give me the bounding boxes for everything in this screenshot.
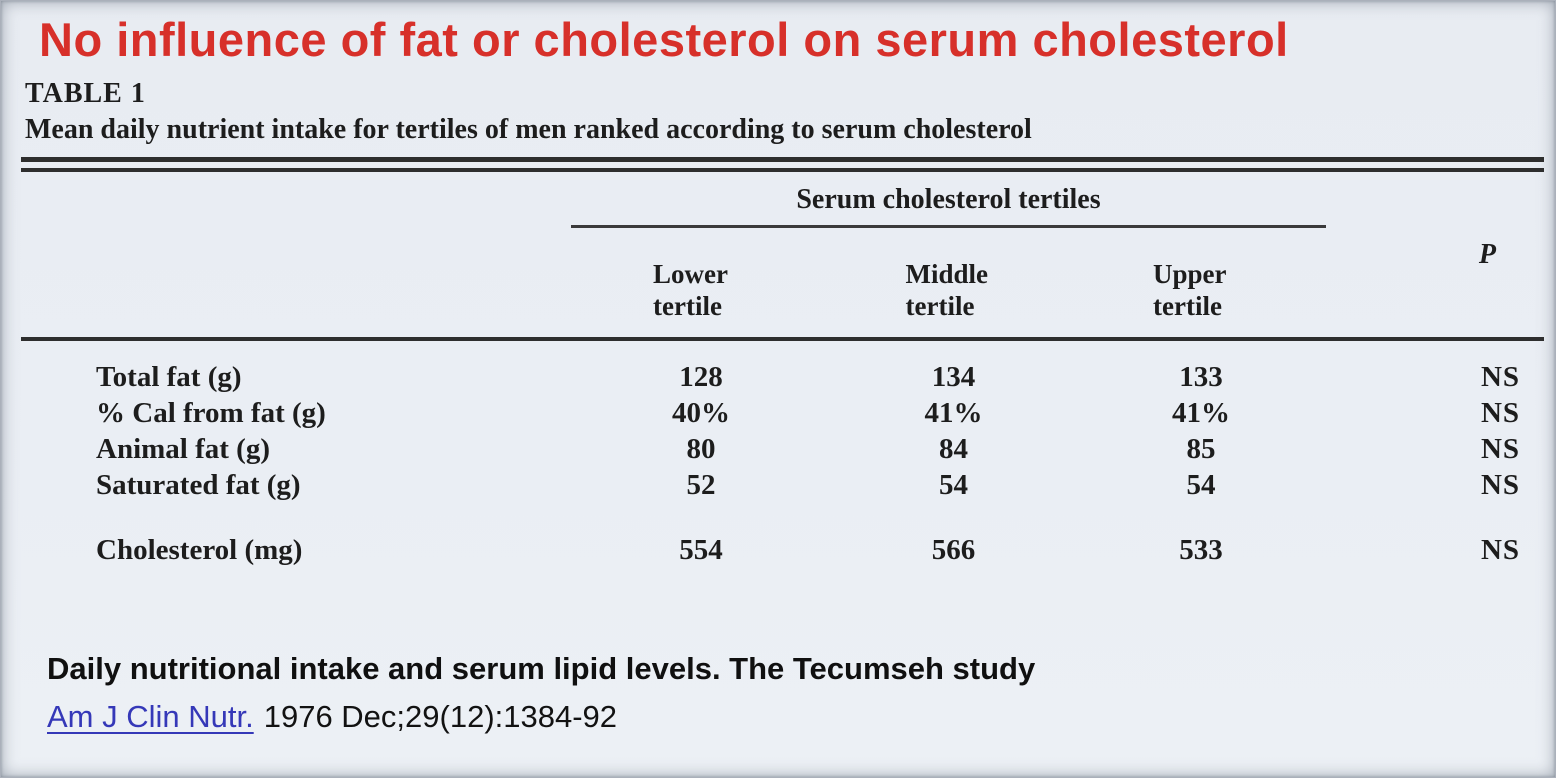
- cell-p: NS: [1480, 397, 1521, 430]
- table-caption: Mean daily nutrient intake for tertiles …: [25, 114, 1032, 146]
- study-title: Daily nutritional intake and serum lipid…: [47, 651, 1036, 687]
- cell-p: NS: [1480, 433, 1521, 466]
- column-header-upper: Upper tertile: [1076, 226, 1327, 342]
- column-header-middle: Middle tertile: [831, 226, 1076, 342]
- cell-upper: 133: [1179, 361, 1223, 394]
- cell-lower: 40%: [672, 397, 730, 430]
- row-label: Saturated fat (g): [96, 469, 301, 502]
- table-row: Saturated fat (g) 52 54 54 NS: [21, 467, 1544, 503]
- cell-middle: 54: [939, 469, 968, 502]
- cell-p: NS: [1480, 361, 1521, 394]
- row-label: % Cal from fat (g): [96, 397, 326, 430]
- table-row: Total fat (g) 128 134 133 NS: [21, 339, 1544, 395]
- table-top-double-rule: [21, 157, 1544, 173]
- citation-reference: Am J Clin Nutr. 1976 Dec;29(12):1384-92: [47, 700, 1555, 734]
- cell-p: NS: [1480, 534, 1521, 567]
- column-header-upper-label: Upper tertile: [1153, 259, 1227, 322]
- row-label: Cholesterol (mg): [96, 534, 303, 567]
- group-header-row: Serum cholesterol tertiles P: [21, 172, 1545, 342]
- cell-p: NS: [1480, 469, 1521, 502]
- cell-middle: 41%: [924, 397, 983, 430]
- column-header-lower: Lower tertile: [571, 226, 831, 342]
- column-header-middle-label: Middle tertile: [905, 259, 989, 322]
- page-title: No influence of fat or cholesterol on se…: [39, 13, 1289, 66]
- cell-upper: 54: [1186, 469, 1216, 502]
- cell-middle: 566: [931, 534, 976, 567]
- cell-upper: 533: [1179, 534, 1223, 567]
- cell-middle: 84: [939, 433, 968, 466]
- column-header-lower-label: Lower tertile: [653, 259, 728, 322]
- table-label: TABLE 1: [25, 78, 146, 110]
- cell-middle: 134: [931, 361, 976, 394]
- table-row: Cholesterol (mg) 554 566 533 NS: [21, 503, 1544, 568]
- reference-text: 1976 Dec;29(12):1384-92: [263, 699, 618, 735]
- group-header: Serum cholesterol tertiles: [571, 172, 1327, 229]
- nutrient-intake-table: Serum cholesterol tertiles P Lower terti…: [21, 172, 1545, 568]
- cell-lower: 52: [686, 469, 716, 502]
- journal-link[interactable]: Am J Clin Nutr.: [47, 699, 254, 735]
- table-row: Animal fat (g) 80 84 85 NS: [21, 431, 1544, 467]
- citation-block: Daily nutritional intake and serum lipid…: [47, 651, 1555, 734]
- cell-lower: 128: [679, 361, 723, 394]
- cell-lower: 554: [679, 534, 723, 567]
- table-row: % Cal from fat (g) 40% 41% 41% NS: [21, 395, 1544, 431]
- cell-upper: 85: [1186, 433, 1216, 466]
- row-label: Total fat (g): [96, 361, 242, 394]
- column-header-row: Lower tertile Middle tertile Upper terti…: [21, 226, 1544, 342]
- cell-lower: 80: [686, 433, 716, 466]
- cell-upper: 41%: [1172, 397, 1230, 430]
- column-header-p: P: [1326, 172, 1545, 342]
- row-label: Animal fat (g): [96, 433, 270, 466]
- corner-cell: [21, 172, 571, 342]
